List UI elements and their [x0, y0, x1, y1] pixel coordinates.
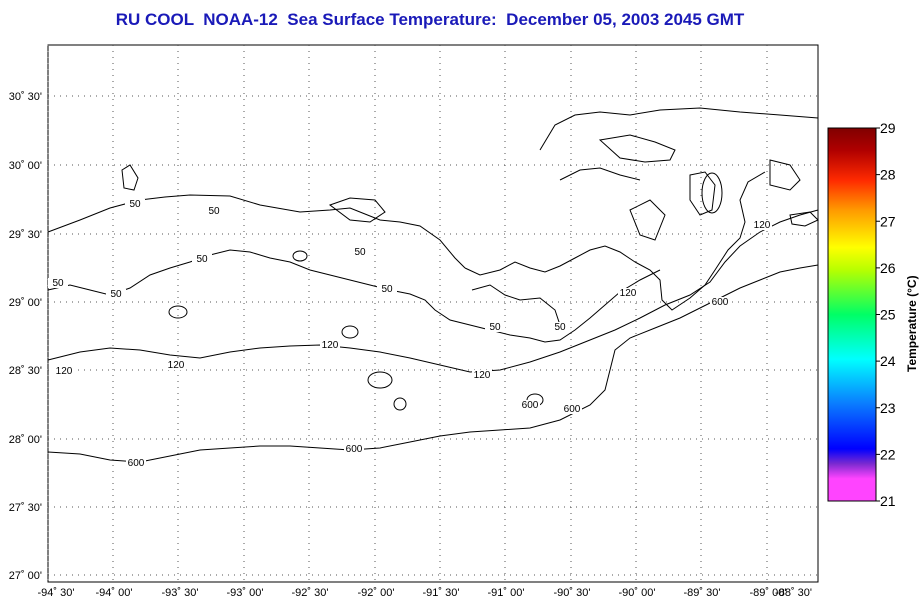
- contour-label-bg: [106, 289, 126, 299]
- seamount-c: [393, 397, 407, 411]
- island-outline: [789, 211, 819, 227]
- contour-label-bg: [54, 366, 74, 376]
- contour-label-bg: [166, 360, 186, 370]
- contour-label-bg: [550, 322, 570, 332]
- contour-label: 600: [712, 297, 729, 308]
- lon-label: -92˚ 00': [358, 587, 395, 599]
- contour-label-bg: [204, 206, 224, 216]
- lon-label: -89˚ 00': [750, 587, 787, 599]
- contour-label-bg: [192, 254, 212, 264]
- lon-label: -90˚ 00': [619, 587, 656, 599]
- lon-label: -94˚ 00': [96, 587, 133, 599]
- lat-label: 29˚ 00': [9, 297, 42, 309]
- lon-label: -92˚ 30': [292, 587, 329, 599]
- lon-label: -89˚ 30': [684, 587, 721, 599]
- contour-label-bg: [520, 400, 540, 410]
- lat-label: 27˚ 30': [9, 502, 42, 514]
- shoal-outline: [769, 159, 801, 191]
- lon-label: -93˚ 30': [162, 587, 199, 599]
- seamount-b: [367, 371, 393, 389]
- lat-label: 30˚ 00': [9, 160, 42, 172]
- lon-label: -93˚ 00': [227, 587, 264, 599]
- contour-label: 50: [554, 322, 566, 333]
- contour-label: 600: [522, 400, 539, 411]
- colorbar-tick-label: 25: [880, 307, 896, 323]
- inlet-outline: [121, 164, 139, 191]
- colorbar-tick-label: 29: [880, 120, 896, 136]
- lat-label: 28˚ 30': [9, 365, 42, 377]
- contour-label-bg: [562, 404, 582, 414]
- colorbar-tick-label: 24: [880, 353, 896, 369]
- contour-label: 120: [754, 220, 771, 231]
- contour-label-bg: [344, 444, 364, 454]
- contour-label-bg: [320, 340, 340, 350]
- contour-label-bg: [125, 199, 145, 209]
- contour-label: 600: [128, 458, 145, 469]
- contour-label: 50: [110, 289, 122, 300]
- map-gridlines: [47, 45, 818, 582]
- lon-label: -91˚ 30': [423, 587, 460, 599]
- contour-label-bg: [485, 322, 505, 332]
- colorbar-tick-label: 27: [880, 213, 896, 229]
- contour-label: 50: [52, 278, 64, 289]
- contour-label-bg: [710, 297, 730, 307]
- lon-label: -90˚ 30': [554, 587, 591, 599]
- contour-label: 50: [354, 247, 366, 258]
- colorbar-tick-label: 26: [880, 260, 896, 276]
- map-frame: [47, 44, 819, 583]
- contour-label-bg: [48, 278, 68, 288]
- contour-label: 600: [346, 444, 363, 455]
- longitude-labels: -94˚ 30' -94˚ 00' -93˚ 30' -93˚ 00' -92˚ 30'…: [38, 587, 812, 599]
- coastline-delta: [464, 171, 766, 311]
- contour-label: 50: [196, 254, 208, 265]
- contour-label: 120: [620, 288, 637, 299]
- contour-label-bg: [377, 284, 397, 294]
- contour-label: 50: [208, 206, 220, 217]
- contour-label: 120: [474, 370, 491, 381]
- contour-label: 50: [129, 199, 141, 210]
- contour-label-bg: [472, 370, 492, 380]
- lat-label: 30˚ 30': [9, 91, 42, 103]
- seamount-a: [168, 305, 188, 319]
- colorbar-ticks: 29 28 27 26 25 24 23 22 21: [876, 120, 896, 509]
- contour-label-bg: [126, 458, 146, 468]
- colorbar: [827, 127, 877, 502]
- contour-label: 600: [564, 404, 581, 415]
- lat-label: 27˚ 00': [9, 570, 42, 582]
- contour-label: 50: [489, 322, 501, 333]
- coastal-marsh-b: [629, 199, 666, 241]
- contour-label-group: 50 50 50 50 50 50 50 50 50 120 120 120 120 120 120 600 6…: [48, 199, 772, 469]
- latitude-labels: 30˚ 30' 30˚ 00' 29˚ 30' 29˚ 00' 28˚ 30' 28˚ 0…: [9, 91, 42, 582]
- contour-label: 120: [322, 340, 339, 351]
- contour-label: 120: [56, 366, 73, 377]
- colorbar-tick-label: 22: [880, 446, 896, 462]
- coastal-marsh-a: [559, 167, 641, 181]
- contour-label-bg: [618, 288, 638, 298]
- lake-borgne: [689, 171, 716, 216]
- seamount-e: [292, 250, 308, 262]
- coastal-lake-outline: [328, 197, 386, 223]
- contour-label: 50: [381, 284, 393, 295]
- colorbar-title: Temperature (°C): [905, 275, 919, 372]
- lat-label: 29˚ 30': [9, 229, 42, 241]
- lon-label: -88˚ 30': [775, 587, 812, 599]
- colorbar-tick-label: 21: [880, 493, 896, 509]
- contour-label-bg: [350, 247, 370, 257]
- lat-label: 28˚ 00': [9, 434, 42, 446]
- lon-label: -91˚ 00': [488, 587, 525, 599]
- lon-label: -94˚ 30': [38, 587, 75, 599]
- contour-label: 120: [168, 360, 185, 371]
- seamount-g: [701, 172, 723, 214]
- colorbar-tick-label: 28: [880, 167, 896, 183]
- seamount-d: [341, 325, 359, 339]
- page-title: RU COOL NOAA-12 Sea Surface Temperature:…: [115, 10, 745, 29]
- contour-label-bg: [752, 220, 772, 230]
- lake-pontchartrain: [598, 134, 676, 163]
- east-shore: [539, 107, 819, 151]
- colorbar-tick-label: 23: [880, 400, 896, 416]
